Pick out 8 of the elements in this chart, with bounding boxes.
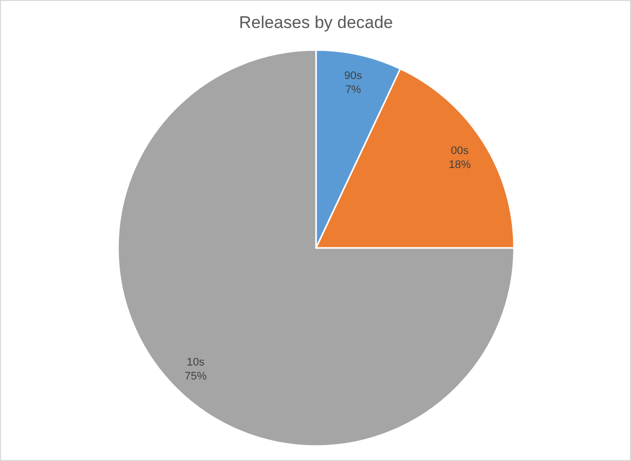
data-label: 7% bbox=[345, 84, 362, 96]
pie-slice bbox=[117, 49, 515, 447]
slice-label: 00s bbox=[450, 144, 470, 157]
data-label: 18% bbox=[448, 158, 471, 171]
slice-label: 10s bbox=[186, 356, 205, 368]
chart-title: Releases by decade bbox=[238, 13, 394, 32]
slice-label: 90s bbox=[344, 70, 363, 82]
data-label: 75% bbox=[184, 370, 207, 382]
